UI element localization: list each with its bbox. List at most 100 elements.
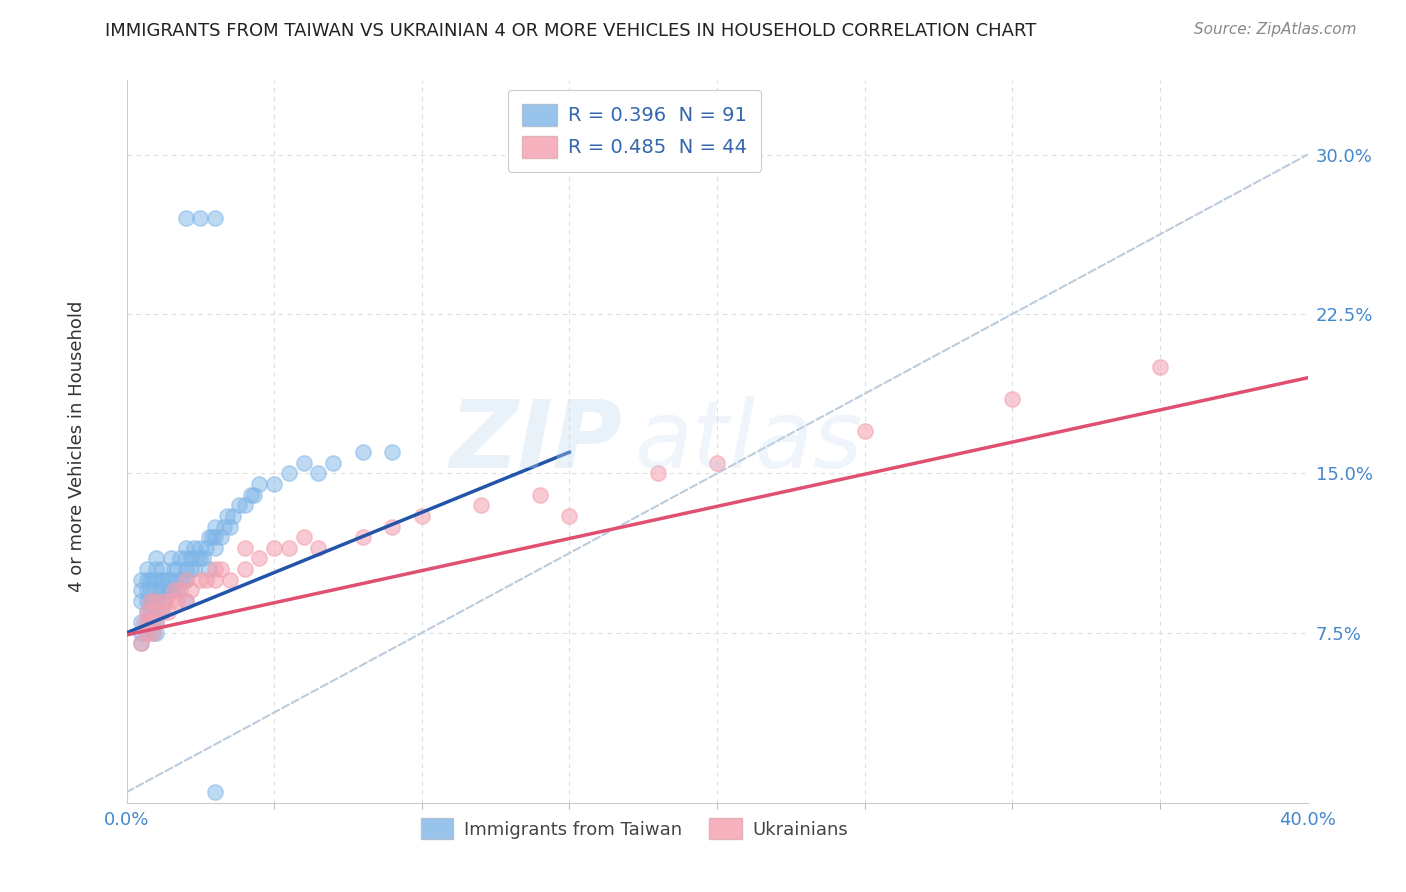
Point (156, 583, 179, 598)
Point (706, 456, 728, 470)
Point (183, 562, 205, 576)
Point (129, 636, 153, 650)
Point (1001, 392, 1024, 406)
Point (145, 573, 167, 587)
Point (381, 519, 404, 533)
Point (136, 594, 159, 608)
Point (166, 562, 188, 576)
Point (233, 562, 256, 576)
Point (153, 594, 176, 608)
Point (183, 541, 205, 555)
Point (188, 573, 212, 587)
Point (145, 594, 167, 608)
Point (150, 583, 173, 598)
Point (129, 583, 153, 598)
Point (242, 488, 264, 502)
Point (204, 562, 226, 576)
Point (249, 477, 271, 491)
Point (169, 551, 191, 566)
Point (180, 583, 202, 598)
Point (150, 573, 173, 587)
Point (153, 573, 176, 587)
Point (136, 625, 159, 640)
Point (134, 615, 156, 630)
Point (142, 594, 165, 608)
Point (174, 594, 197, 608)
Text: ZIP: ZIP (450, 395, 623, 488)
Point (169, 573, 191, 587)
Point (198, 530, 221, 544)
Point (139, 573, 162, 587)
Point (233, 541, 256, 555)
Point (186, 551, 208, 566)
Point (188, 541, 212, 555)
Point (169, 583, 191, 598)
Point (145, 562, 167, 576)
Point (150, 605, 173, 619)
Point (647, 467, 669, 481)
Point (219, 519, 242, 533)
Point (136, 625, 159, 640)
Point (201, 530, 224, 544)
Point (209, 562, 232, 576)
Point (853, 424, 876, 438)
Point (136, 573, 159, 587)
Point (1149, 360, 1171, 375)
Point (163, 583, 186, 598)
Point (142, 605, 165, 619)
Point (204, 785, 226, 799)
Point (139, 594, 162, 608)
Point (308, 467, 330, 481)
Text: IMMIGRANTS FROM TAIWAN VS UKRAINIAN 4 OR MORE VEHICLES IN HOUSEHOLD CORRELATION : IMMIGRANTS FROM TAIWAN VS UKRAINIAN 4 OR… (105, 22, 1036, 40)
Point (263, 477, 285, 491)
Point (142, 625, 165, 640)
Point (278, 467, 301, 481)
Point (160, 573, 183, 587)
Point (204, 519, 226, 533)
Point (136, 615, 159, 630)
Point (163, 562, 186, 576)
Point (145, 625, 167, 640)
Point (322, 456, 344, 470)
Point (150, 562, 173, 576)
Point (204, 530, 226, 544)
Point (160, 551, 183, 566)
Point (233, 498, 256, 512)
Point (174, 562, 197, 576)
Point (129, 573, 153, 587)
Point (136, 605, 159, 619)
Point (166, 594, 188, 608)
Point (139, 594, 162, 608)
Point (204, 573, 226, 587)
Point (219, 573, 242, 587)
Point (129, 636, 153, 650)
Text: atlas: atlas (634, 396, 863, 487)
Point (193, 551, 215, 566)
Point (153, 583, 176, 598)
Point (145, 583, 167, 598)
Point (174, 573, 197, 587)
Point (160, 594, 183, 608)
Point (249, 551, 271, 566)
Point (180, 562, 202, 576)
Point (180, 551, 202, 566)
Point (139, 615, 162, 630)
Point (352, 530, 374, 544)
Point (215, 508, 238, 523)
Point (129, 625, 153, 640)
Point (145, 551, 167, 566)
Point (145, 615, 167, 630)
Point (163, 583, 186, 598)
Point (150, 594, 173, 608)
Point (145, 615, 167, 630)
Point (142, 625, 165, 640)
Point (172, 573, 194, 587)
Point (174, 594, 197, 608)
Point (145, 594, 167, 608)
Point (156, 573, 179, 587)
Point (160, 583, 183, 598)
Point (195, 541, 218, 555)
Text: 4 or more Vehicles in Household: 4 or more Vehicles in Household (69, 301, 86, 591)
Point (166, 583, 188, 598)
Point (222, 508, 245, 523)
